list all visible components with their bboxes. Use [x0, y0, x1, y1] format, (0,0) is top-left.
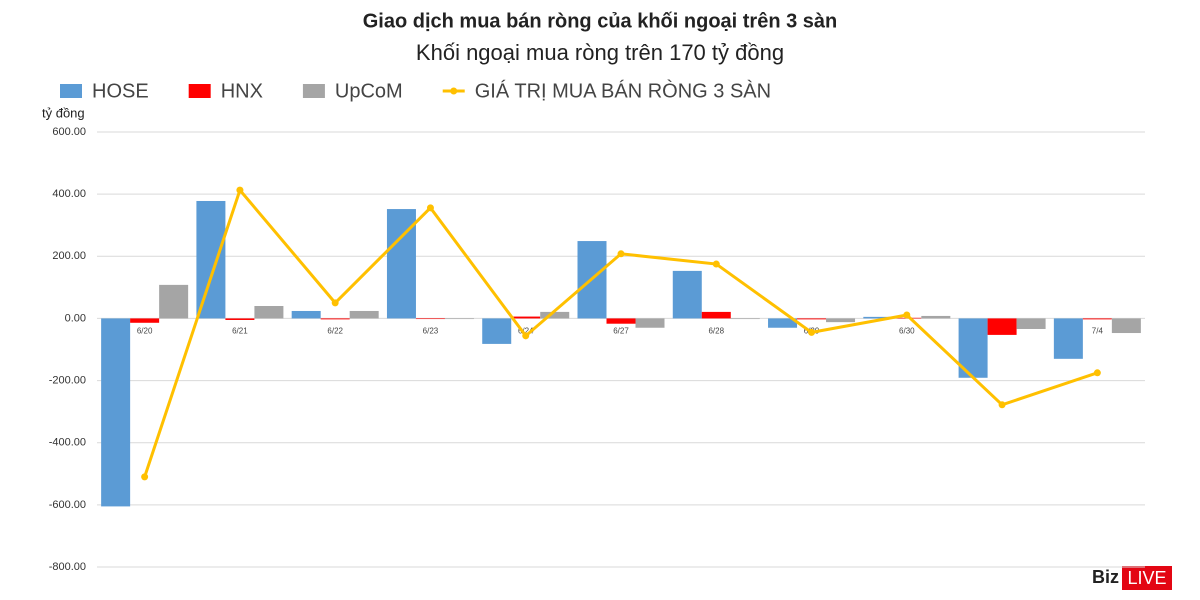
bar [130, 318, 160, 323]
bar [444, 318, 474, 320]
bar [291, 310, 321, 319]
legend-item: HOSE [60, 80, 149, 102]
line-point [712, 260, 720, 268]
watermark-biz: Biz [1092, 567, 1119, 587]
bar [635, 318, 665, 328]
bar [606, 318, 636, 324]
legend-swatch [188, 84, 211, 98]
bar [730, 318, 760, 320]
x-tick-label: 6/27 [613, 327, 629, 336]
bar [320, 318, 350, 320]
legend-item: UpCoM [302, 80, 403, 102]
x-tick-label: 6/24 [518, 327, 534, 336]
bar [511, 316, 541, 319]
bar [415, 318, 445, 320]
y-tick-label: -800.00 [49, 561, 86, 573]
line-point [522, 332, 530, 340]
line-point [236, 186, 244, 194]
bar [921, 315, 951, 319]
chart-title: Giao dịch mua bán ròng của khối ngoại tr… [363, 10, 838, 32]
line-point [1093, 369, 1101, 377]
line-point [331, 299, 339, 307]
chart-subtitle: Khối ngoại mua ròng trên 170 tỷ đồng [416, 40, 784, 65]
bar [1016, 318, 1046, 329]
bar [768, 318, 798, 328]
watermark-box [1122, 566, 1172, 590]
bar [482, 318, 512, 344]
x-tick-label: 6/22 [327, 327, 343, 336]
legend-label: HNX [221, 80, 263, 102]
y-tick-label: -600.00 [49, 499, 86, 511]
bar [1082, 318, 1112, 320]
x-tick-label: 6/28 [708, 327, 724, 336]
x-tick-label: 6/30 [899, 327, 915, 336]
y-tick-label: -400.00 [49, 437, 86, 449]
bar [225, 318, 255, 320]
bar [101, 318, 131, 507]
bar [159, 284, 189, 319]
bar [1111, 318, 1141, 334]
bar [987, 318, 1017, 335]
bar [349, 310, 379, 319]
x-tick-label: 6/21 [232, 327, 248, 336]
line-point [903, 311, 911, 319]
line-point [808, 328, 816, 336]
y-tick-label: 600.00 [52, 126, 86, 138]
legend-label: GIÁ TRỊ MUA BÁN RÒNG 3 SÀN [475, 79, 771, 102]
bar [196, 200, 226, 319]
watermark-live: LIVE [1127, 568, 1166, 588]
y-axis-label: tỷ đồng [42, 105, 85, 120]
x-tick-label: 6/20 [137, 327, 153, 336]
line-point [426, 204, 434, 212]
bar [826, 318, 856, 323]
legend-item: GIÁ TRỊ MUA BÁN RÒNG 3 SÀN [442, 79, 771, 102]
bar [672, 270, 702, 319]
y-tick-label: 0.00 [65, 312, 86, 324]
y-tick-label: 200.00 [52, 250, 86, 262]
bar [540, 311, 570, 319]
bar [863, 316, 893, 319]
watermark: Biz LIVE [1092, 566, 1172, 590]
line-point [141, 473, 149, 481]
y-tick-label: -200.00 [49, 374, 86, 386]
x-tick-label: 7/4 [1092, 327, 1104, 336]
legend-item: HNX [188, 80, 263, 102]
legend-label: UpCoM [335, 80, 403, 102]
legend-swatch [60, 84, 82, 98]
x-tick-label: 6/23 [423, 327, 439, 336]
bar [1053, 318, 1083, 359]
bar [797, 318, 827, 320]
legend-label: HOSE [92, 80, 149, 102]
line-point [998, 401, 1006, 409]
bar [701, 311, 731, 319]
legend-swatch [302, 84, 325, 98]
y-tick-label: 400.00 [52, 188, 86, 200]
legend-swatch-point [450, 87, 458, 95]
line-point [617, 250, 625, 258]
bar [254, 306, 284, 319]
